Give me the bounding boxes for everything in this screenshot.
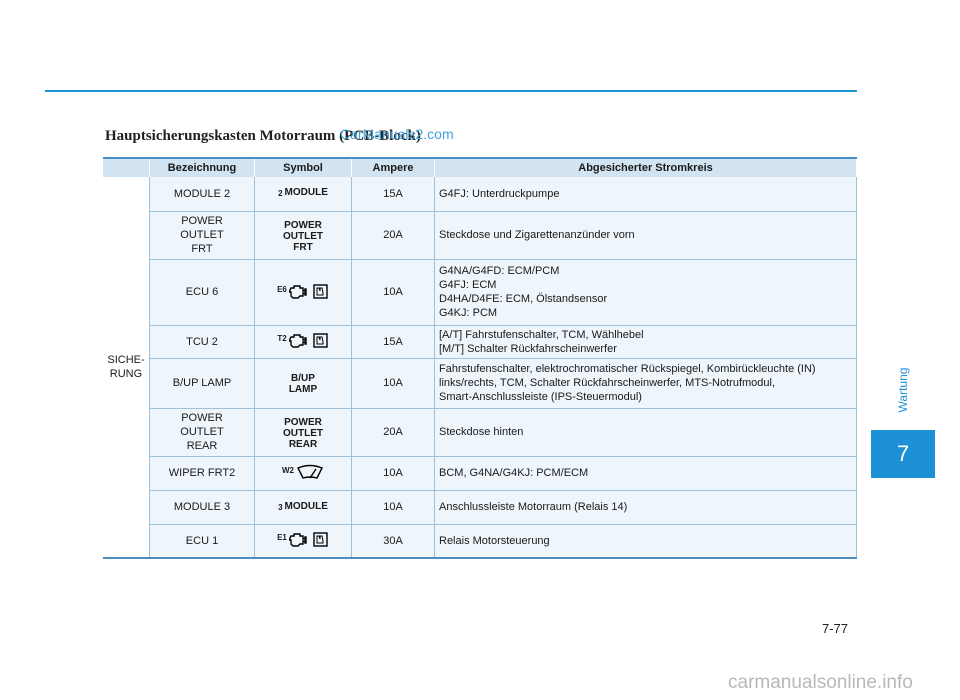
- fuse-ampere: 15A: [351, 325, 435, 359]
- symbol-code: W2: [282, 465, 294, 475]
- top-rule: [45, 90, 857, 92]
- engine-fuse-icon: [287, 333, 328, 348]
- fuse-table: Bezeichnung Symbol Ampere Abgesicherter …: [103, 157, 857, 559]
- fuse-ampere: 10A: [351, 456, 435, 491]
- table-row: SICHE- RUNG MODULE 2 2 MODULE 15A G4FJ: Unter…: [103, 177, 857, 559]
- table-row: ECU 1 E1 30A Relais Motorsteuerung: [103, 524, 857, 559]
- fuse-ampere: 10A: [351, 358, 435, 409]
- fuse-name: B/UP LAMP: [149, 358, 255, 409]
- table-row: WIPER FRT2 W2 10A BCM, G4NA/G4KJ: PCM/ECM: [103, 456, 857, 491]
- symbol-code: E6: [277, 284, 287, 294]
- fuse-symbol: POWER OUTLET REAR: [254, 408, 352, 457]
- watermark-top: CarManuals2.com: [340, 126, 454, 142]
- group-label: SICHE- RUNG: [103, 177, 150, 559]
- fuse-symbol: 3 MODULE: [254, 490, 352, 525]
- table-row: ECU 6 E6 10A G4NA/G4FD: ECM/PCM G4FJ: ECM D…: [103, 259, 857, 326]
- fuse-symbol: POWER OUTLET FRT: [254, 211, 352, 260]
- fuse-circuit: G4FJ: Unterdruckpumpe: [434, 177, 857, 212]
- header-empty: [103, 157, 150, 177]
- fuse-name: POWER OUTLET REAR: [149, 408, 255, 457]
- fuse-ampere: 20A: [351, 408, 435, 457]
- symbol-text: MODULE: [284, 500, 328, 512]
- section-label: Wartung: [896, 367, 910, 413]
- page-number: 7-77: [822, 621, 849, 636]
- fuse-name: TCU 2: [149, 325, 255, 359]
- fuse-name: WIPER FRT2: [149, 456, 255, 491]
- symbol-code: T2: [277, 334, 287, 343]
- table-row: POWER OUTLET REAR POWER OUTLET REAR 20A Ste…: [103, 408, 857, 457]
- table-row: TCU 2 T2 15A [A/T] Fahrstufenschalter, TCM,…: [103, 325, 857, 359]
- header-circuit: Abgesicherter Stromkreis: [434, 157, 857, 177]
- fuse-symbol: E6: [254, 259, 352, 326]
- chapter-tab: [871, 430, 935, 478]
- fuse-circuit: Relais Motorsteuerung: [434, 524, 857, 559]
- fuse-circuit: G4NA/G4FD: ECM/PCM G4FJ: ECM D4HA/D4FE: …: [434, 259, 857, 326]
- fuse-name: MODULE 2: [149, 177, 255, 212]
- symbol-text: POWER OUTLET FRT: [283, 219, 323, 253]
- chapter-number: 7: [896, 441, 910, 466]
- fuse-circuit: BCM, G4NA/G4KJ: PCM/ECM: [434, 456, 857, 491]
- engine-fuse-icon: [287, 532, 328, 547]
- fuse-symbol: T2: [254, 325, 352, 359]
- table-header-row: Bezeichnung Symbol Ampere Abgesicherter …: [103, 157, 857, 177]
- fuse-circuit: Steckdose hinten: [434, 408, 857, 457]
- symbol-text: MODULE: [284, 187, 328, 199]
- symbol-text: B/UP LAMP: [288, 373, 318, 395]
- symbol-code: 3: [278, 502, 283, 512]
- page-title: Hauptsicherungskasten Motorraum (PCB-Blo…: [105, 128, 421, 144]
- symbol-code: 2: [278, 189, 283, 199]
- fuse-ampere: 10A: [351, 490, 435, 525]
- header-name: Bezeichnung: [149, 157, 255, 177]
- fuse-circuit: [A/T] Fahrstufenschalter, TCM, Wählhebel…: [434, 325, 857, 359]
- header-ampere: Ampere: [351, 157, 435, 177]
- table-row: B/UP LAMP B/UP LAMP 10A Fahrstufenschalter,…: [103, 358, 857, 409]
- table-row: MODULE 3 3 MODULE 10A Anschlussleiste Motorr…: [103, 490, 857, 525]
- table-row: POWER OUTLET FRT POWER OUTLET FRT 20A Steck…: [103, 211, 857, 260]
- fuse-symbol: E1: [254, 524, 352, 559]
- symbol-code: E1: [277, 533, 287, 543]
- fuse-ampere: 15A: [351, 177, 435, 212]
- fuse-name: MODULE 3: [149, 490, 255, 525]
- fuse-symbol: B/UP LAMP: [254, 358, 352, 409]
- fuse-ampere: 20A: [351, 211, 435, 260]
- fuse-symbol: W2: [254, 456, 352, 491]
- fuse-ampere: 30A: [351, 524, 435, 559]
- fuse-name: POWER OUTLET FRT: [149, 211, 255, 260]
- fuse-symbol: 2 MODULE: [254, 177, 352, 212]
- fuse-ampere: 10A: [351, 259, 435, 326]
- fuse-name: ECU 6: [149, 259, 255, 326]
- watermark-bottom: carmanualsonline.info: [728, 672, 913, 693]
- fuse-circuit: Fahrstufenschalter, elektrochromatischer…: [434, 358, 857, 409]
- symbol-text: POWER OUTLET REAR: [283, 416, 323, 450]
- wiper-icon: [297, 464, 323, 479]
- header-symbol: Symbol: [254, 157, 352, 177]
- fuse-circuit: Steckdose und Zigarettenanzünder vorn: [434, 211, 857, 260]
- fuse-circuit: Anschlussleiste Motorraum (Relais 14): [434, 490, 857, 525]
- fuse-name: ECU 1: [149, 524, 255, 559]
- engine-fuse-icon: [287, 283, 328, 299]
